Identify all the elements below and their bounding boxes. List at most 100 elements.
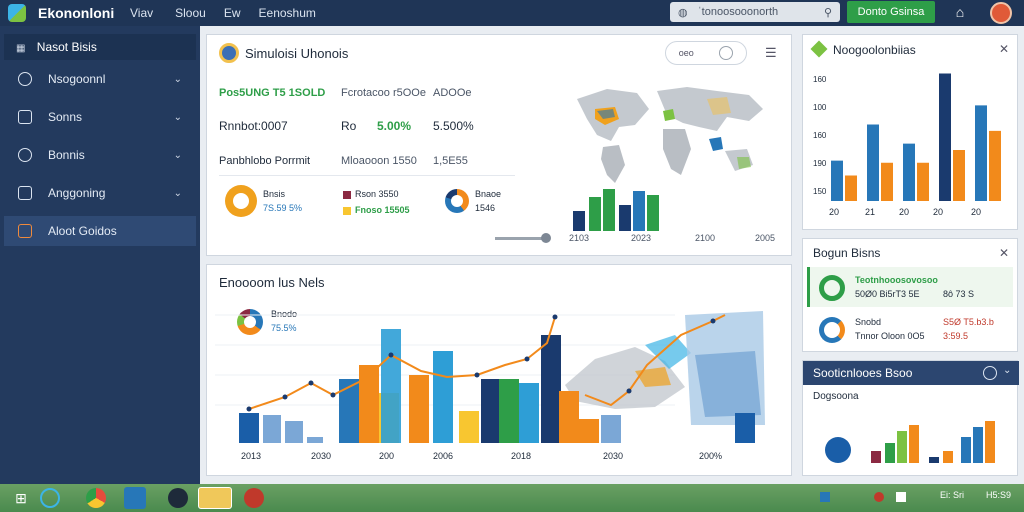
x-tick-label: 20	[933, 207, 944, 217]
menu-item-source[interactable]: Sloou	[175, 6, 206, 20]
status-title: Bogun Bisns	[813, 246, 881, 260]
bottom-panel-subtitle: Dogsoona	[813, 391, 859, 402]
media-icon[interactable]	[168, 488, 188, 508]
search-input[interactable]: ◍ ˈtonoosooonorth ⚲	[670, 2, 840, 22]
settings-icon	[18, 186, 32, 200]
file-explorer-icon[interactable]	[198, 487, 232, 509]
slider-track[interactable]	[495, 237, 547, 240]
metric-label-1: Pos5UNG T5 1SOLD	[219, 87, 326, 99]
tray-label-1: Ei: Sri	[940, 490, 965, 500]
top-menu: Viav Sloou Ew Eenoshum	[130, 6, 316, 20]
home-icon[interactable]: ⌂	[955, 4, 965, 20]
top-bar: Ekononloni Viav Sloou Ew Eenoshum ◍ ˈton…	[0, 0, 1024, 26]
status-row2-value: S5Ø T5.b3.b	[943, 317, 994, 327]
chevron-down-icon: ⌄	[173, 111, 182, 123]
view-toggle[interactable]: oeo	[665, 41, 747, 65]
y-tick-label: 100	[813, 103, 827, 112]
start-icon[interactable]: ⊞	[15, 490, 27, 506]
app-red-icon[interactable]	[244, 488, 264, 508]
world-map	[577, 87, 763, 183]
legend-b-row1: Rson 3550	[355, 189, 399, 199]
y-tick-label: 190	[813, 159, 827, 168]
sidebar-item-5[interactable]: Aloot Goidos	[4, 216, 196, 246]
hamburger-menu-icon[interactable]: ☰	[765, 45, 777, 60]
tray-security-icon[interactable]	[874, 492, 884, 502]
metric-col2-2: Ro	[341, 119, 357, 133]
bar-series0-1	[867, 124, 879, 201]
document-icon	[18, 110, 32, 124]
chat-icon	[18, 148, 32, 162]
overview-title: Simuloisi Uhonois	[245, 46, 349, 61]
overview-panel: Simuloisi Uhonois oeo ☰ Pos5UNG T5 1SOLD…	[206, 34, 792, 256]
close-icon[interactable]: ✕	[999, 42, 1010, 56]
donut-chart-icon	[445, 189, 469, 213]
x-tick-label: 20	[971, 207, 982, 217]
bar-series1-1	[881, 162, 893, 201]
status-row2-sub: Tnnor Oloon 0O5	[855, 331, 925, 341]
search-submit-icon[interactable]: ⚲	[823, 6, 832, 19]
chevron-down-icon[interactable]: ⌄	[1003, 365, 1012, 376]
x-tick-label: 20	[899, 207, 910, 217]
toggle-icon[interactable]	[719, 46, 734, 60]
toggle-option-label[interactable]: oeo	[678, 48, 694, 58]
close-icon[interactable]: ✕	[999, 246, 1010, 260]
chrome-icon[interactable]	[86, 488, 106, 508]
menu-item-view[interactable]: Viav	[130, 6, 154, 20]
chart-icon	[810, 40, 828, 58]
bottom-panel-header: Sooticnlooes Bsoo	[803, 361, 1019, 385]
main-x-label: 2013	[241, 451, 262, 461]
main-donut-icon	[237, 309, 263, 335]
legend-a-value: 7S.59 5%	[263, 203, 303, 213]
bar-series0-0	[831, 160, 843, 201]
search-icon: ◍	[678, 6, 688, 19]
metric-label-2: Rnnbot:0007	[219, 119, 288, 133]
sidebar-header: ▦ Nasot Bisis	[4, 34, 196, 60]
main-x-label: 2030	[311, 451, 332, 461]
avatar[interactable]	[990, 2, 1012, 24]
sidebar-item-2[interactable]: Sonns ⌄	[4, 102, 196, 132]
metric-col3-2: 5.00%	[377, 119, 412, 133]
browser-icon[interactable]	[40, 488, 60, 508]
search-value: ˈtonoosooonorth	[698, 6, 779, 18]
overview-logo-icon	[219, 43, 239, 63]
menu-item-edit[interactable]: Ew	[223, 6, 241, 20]
main-bars	[239, 329, 755, 443]
tray-network-icon[interactable]	[820, 492, 830, 502]
main-chart-canvas	[215, 311, 765, 443]
main-chart-panel: Enoooom lus Nels Bnodo 75.5%	[206, 264, 792, 476]
main-x-label: 200%	[699, 451, 723, 461]
legend-swatch	[343, 191, 351, 199]
main-x-label: 2030	[603, 451, 624, 461]
main-legend-label: Bnodo	[271, 309, 298, 319]
bottom-right-panel: Sooticnlooes Bsoo ⌄ Dogsoona	[802, 360, 1019, 476]
bar-series0-4	[975, 105, 987, 201]
menu-item-other[interactable]: Eenoshum	[258, 6, 316, 20]
metric-label-3: Panbhlobo Porrmit	[219, 155, 311, 167]
bar-series0-2	[903, 143, 915, 201]
main-legend-value: 75.5%	[271, 323, 297, 333]
bar-series1-3	[953, 150, 965, 201]
x-tick-label: 21	[865, 207, 876, 217]
status-row1-sub: 50Ø0 Bi5rT3 5E	[855, 289, 920, 299]
status-row1-label: Teotnhooosovosoo	[855, 275, 938, 285]
tray-volume-icon[interactable]	[896, 492, 906, 502]
chevron-down-icon: ⌄	[173, 149, 182, 161]
info-icon[interactable]	[983, 366, 997, 380]
sidebar-item-1[interactable]: Nsogoonnl ⌄	[4, 64, 196, 94]
gauge-icon	[225, 185, 257, 217]
action-button[interactable]: Donto Gsinsa	[847, 1, 935, 23]
metric-col3-3: 1,5E55	[433, 155, 468, 167]
sidebar-item-3[interactable]: Bonnis ⌄	[4, 140, 196, 170]
folder-icon	[18, 224, 32, 238]
app-title: Ekononloni	[38, 5, 115, 21]
side-chart-panel: Noogoolonbiias ✕ 160 100 160 190 150 20 …	[802, 34, 1018, 230]
app-icon[interactable]	[124, 487, 146, 509]
sidebar-item-4[interactable]: Anggoning ⌄	[4, 178, 196, 208]
main-x-label: 2018	[511, 451, 532, 461]
metric-col2-3: Mloaooon 1550	[341, 155, 417, 167]
slider-handle[interactable]	[541, 233, 551, 243]
ring-icon	[819, 275, 845, 301]
bar-series1-4	[989, 130, 1001, 201]
main-x-label: 200	[379, 451, 395, 461]
side-chart-title: Noogoolonbiias	[833, 43, 916, 57]
